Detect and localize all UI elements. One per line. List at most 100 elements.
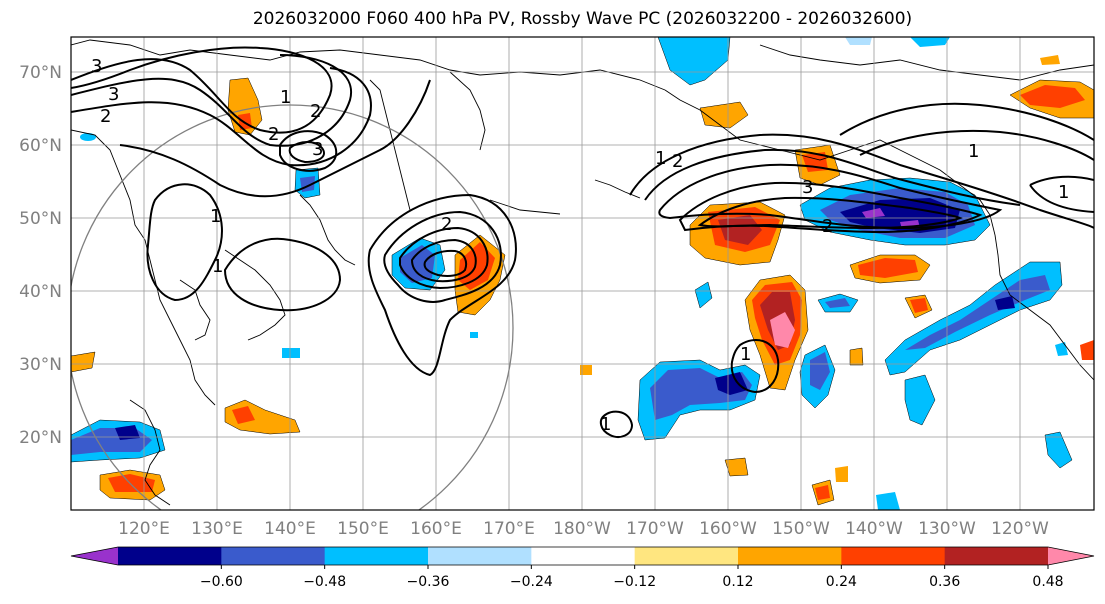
longitude-label: 170°E [483,519,535,539]
pc-contour-line [399,226,489,290]
pc-contour-line [839,102,1094,141]
coastlines [71,39,1094,506]
pc-contour-line [599,410,634,438]
positive-anomaly-area [232,406,255,424]
negative-anomaly-area [862,208,885,218]
colorbar-segment [634,547,739,565]
contour-label: 1 [1058,182,1069,203]
contour-label: 3 [108,84,119,105]
pc-contour-line [223,237,342,312]
colorbar-segment [531,547,636,565]
negative-anomaly-area [825,298,850,308]
graticule [71,37,1094,510]
positive-anomaly-area [910,298,928,313]
positive-anomaly-area [770,312,795,348]
latitude-label: 60°N [19,136,62,156]
negative-anomaly-area [80,133,96,141]
colorbar-segment [841,547,946,565]
coastline [224,249,286,341]
coastline [664,89,996,236]
longitude-label: 120°W [991,519,1049,539]
contour-label: 3 [91,56,102,77]
coastline [594,179,641,199]
contour-label: 1 [210,206,221,227]
colorbar: −0.60 −0.48 −0.36 −0.24 −0.12 0.12 0.24 0.36 0.4… [70,546,1095,590]
coastline [299,194,356,266]
colorbar-tick-label: −0.36 [407,574,450,590]
contour-label: 2 [100,106,111,127]
contour-label: 2 [268,124,279,145]
pc-contour-line [71,67,372,167]
longitude-label: 160°W [699,519,757,539]
positive-anomaly-area [858,258,918,278]
latitude-label: 50°N [19,209,62,229]
longitude-label: 150°E [337,519,389,539]
negative-anomaly-area [715,372,748,395]
map-content: 3 3 2 1 2 1 2 3 1 2 1 2 3 2 1 1 1 1 [71,37,1094,510]
longitude-labels: 120°E 130°E 140°E 150°E 160°E 170°E 180°… [118,519,1049,539]
colorbar-outline [70,546,1095,566]
pc-contour-line [644,148,1021,206]
contour-labels: 3 3 2 1 2 1 2 3 1 2 1 2 3 2 1 1 1 1 [91,56,1069,435]
positive-anomaly-area [1080,340,1094,360]
colorbar-extend-low [71,547,118,565]
colorbar-tick-label: −0.60 [200,574,243,590]
colorbar-tick-label: 0.24 [826,574,857,590]
contour-label: 1 [280,87,291,108]
coastline [759,44,1094,81]
negative-anomaly-area [995,296,1015,310]
positive-anomaly-area [580,365,592,375]
contour-label: 2 [310,101,321,122]
colorbar-extend-high [1048,547,1094,565]
colorbar-tick-label: −0.48 [303,574,346,590]
positive-anomaly-area [849,347,864,366]
pc-contour-line [1029,175,1094,213]
contour-label: 2 [441,214,452,235]
positive-anomaly-area [458,242,495,290]
pc-contours [71,46,1094,438]
contour-label: 1 [655,148,666,169]
negative-anomaly-area [400,245,435,283]
positive-anomaly-area [108,474,155,492]
pc-contour-line [71,54,353,147]
pc-contour-line [410,238,477,283]
positive-anomaly-area [815,485,830,500]
pc-contour-line [119,79,431,198]
positive-anomaly-area [835,466,848,482]
pc-contour-line [697,196,963,230]
longitude-label: 150°W [772,519,830,539]
region-circle [71,104,514,510]
contour-label: 1 [740,344,751,365]
longitude-label: 140°E [264,519,316,539]
negative-anomaly-area [905,275,1050,350]
coastline [449,71,486,151]
pc-contour-line [859,129,1094,161]
pc-contour-line [629,133,1094,229]
contour-label: 1 [968,141,979,162]
coastline [129,399,171,506]
latitude-label: 70°N [19,63,62,83]
colorbar-tick-label: 0.48 [1032,574,1063,590]
longitude-label: 170°W [626,519,684,539]
positive-anomaly-area [71,351,96,373]
latitude-label: 20°N [19,428,62,448]
negative-anomaly-area [1044,431,1073,469]
pc-contour-line [71,46,333,134]
colorbar-segment [428,547,532,565]
pc-contour-line [423,249,468,277]
latitude-label: 40°N [19,282,62,302]
positive-anomaly-area [1040,55,1060,65]
negative-anomaly-area [1055,342,1068,356]
pc-contour-line [383,210,502,303]
colorbar-tick-label: 0.36 [929,574,960,590]
contour-label: 1 [212,256,223,277]
negative-anomaly-area [657,37,731,86]
negative-anomaly-area [282,348,300,358]
colorbar-tick-label: −0.24 [510,574,553,590]
pc-contour-line [367,193,517,377]
negative-anomaly-area [810,352,830,390]
negative-anomaly-area [470,332,478,338]
latitude-label: 30°N [19,355,62,375]
map-title: 2026032000 F060 400 hPa PV, Rossby Wave … [252,9,913,29]
pc-contour-line [288,141,325,164]
